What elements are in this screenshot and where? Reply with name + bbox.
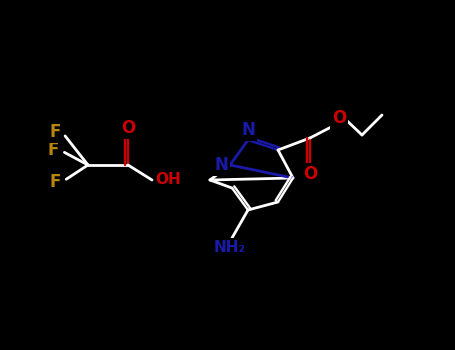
Text: O: O (121, 119, 135, 137)
Text: F: F (49, 123, 61, 141)
Text: O: O (332, 109, 346, 127)
Text: F: F (47, 141, 59, 159)
Text: F: F (49, 173, 61, 191)
Text: N: N (214, 156, 228, 174)
Text: N: N (241, 121, 255, 139)
Text: NH₂: NH₂ (214, 239, 246, 254)
Text: O: O (303, 165, 317, 183)
Text: OH: OH (155, 173, 181, 188)
